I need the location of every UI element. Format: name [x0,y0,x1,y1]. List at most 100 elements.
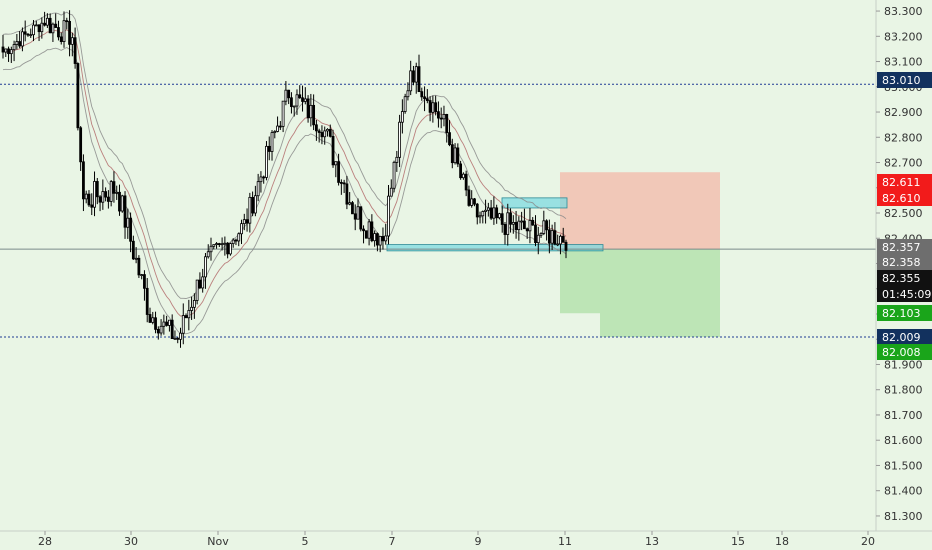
candle[interactable] [148,307,152,324]
candle[interactable] [104,187,108,202]
candle[interactable] [270,130,274,161]
candle[interactable] [231,238,235,248]
candle[interactable] [173,330,177,340]
candle[interactable] [126,208,130,239]
candle[interactable] [522,208,526,230]
candle[interactable] [220,237,224,251]
candle[interactable] [15,33,19,50]
candle[interactable] [190,296,193,320]
candle[interactable] [68,10,71,57]
candle[interactable] [317,128,321,143]
candle[interactable] [536,226,540,255]
candle[interactable] [342,179,346,194]
candle[interactable] [273,130,277,139]
candle[interactable] [298,85,302,99]
candle[interactable] [561,227,565,243]
candle[interactable] [82,154,85,212]
candle[interactable] [448,120,451,147]
candle[interactable] [461,172,465,180]
candle[interactable] [534,215,537,247]
candle[interactable] [509,208,512,233]
candle[interactable] [59,32,63,45]
candle[interactable] [198,272,202,289]
price-badge[interactable]: 82.103 [877,305,932,321]
candle[interactable] [467,185,471,207]
candle[interactable] [112,171,116,203]
candle[interactable] [553,222,557,246]
candle[interactable] [564,239,568,259]
candle[interactable] [284,81,288,106]
candle[interactable] [159,319,163,336]
candle[interactable] [353,204,357,231]
candle[interactable] [229,242,232,256]
price-badge[interactable]: 82.358 [877,254,932,270]
candle[interactable] [309,93,313,127]
candle[interactable] [156,326,160,340]
candle[interactable] [378,235,382,253]
candle[interactable] [498,212,501,220]
candle[interactable] [511,215,515,234]
candle[interactable] [323,126,327,145]
candle[interactable] [262,175,266,184]
candle[interactable] [84,190,88,204]
candle[interactable] [237,232,241,247]
candle[interactable] [118,184,121,216]
candle[interactable] [486,202,490,217]
candle[interactable] [140,273,144,280]
candle[interactable] [106,190,110,209]
candle[interactable] [34,20,38,27]
candle[interactable] [528,208,532,244]
candle[interactable] [195,279,199,305]
candle[interactable] [145,278,149,323]
candle[interactable] [520,211,524,231]
candle[interactable] [403,93,407,114]
candle[interactable] [276,116,279,133]
candle[interactable] [345,175,349,210]
candle[interactable] [400,99,404,134]
candle[interactable] [387,185,390,245]
candle[interactable] [212,244,216,250]
candle[interactable] [450,138,454,169]
candle[interactable] [79,126,83,171]
candle[interactable] [51,22,55,43]
candle[interactable] [95,177,99,205]
candle[interactable] [109,180,113,207]
candle[interactable] [517,216,521,241]
take-profit-zone[interactable] [560,249,720,337]
candle[interactable] [215,242,218,249]
candle[interactable] [176,337,180,344]
candle[interactable] [442,105,446,127]
candle[interactable] [559,234,562,255]
candle[interactable] [439,107,443,129]
candle[interactable] [265,141,268,181]
candle[interactable] [428,96,432,122]
candle[interactable] [453,143,457,165]
price-badge[interactable]: 82.610 [877,190,932,206]
candle[interactable] [295,89,299,115]
candle[interactable] [381,227,385,250]
candle[interactable] [234,238,238,246]
candle[interactable] [331,129,335,168]
candle[interactable] [398,114,401,168]
candle[interactable] [242,213,246,231]
candle[interactable] [184,313,188,319]
candle[interactable] [545,219,548,241]
candle[interactable] [376,232,379,252]
support-zone[interactable] [386,244,604,252]
candle[interactable] [337,153,340,186]
candle[interactable] [539,232,543,238]
candle[interactable] [281,100,285,133]
candle[interactable] [550,224,554,250]
candle[interactable] [489,199,493,221]
price-badge[interactable]: 82.355 [877,270,932,286]
candle[interactable] [445,113,449,143]
candle[interactable] [45,13,49,28]
candle[interactable] [26,33,30,37]
candle[interactable] [154,311,157,334]
candle[interactable] [57,20,60,41]
candle[interactable] [456,143,460,168]
candle[interactable] [131,235,135,260]
candle[interactable] [168,319,171,332]
candle[interactable] [484,199,487,224]
candle[interactable] [326,128,329,137]
